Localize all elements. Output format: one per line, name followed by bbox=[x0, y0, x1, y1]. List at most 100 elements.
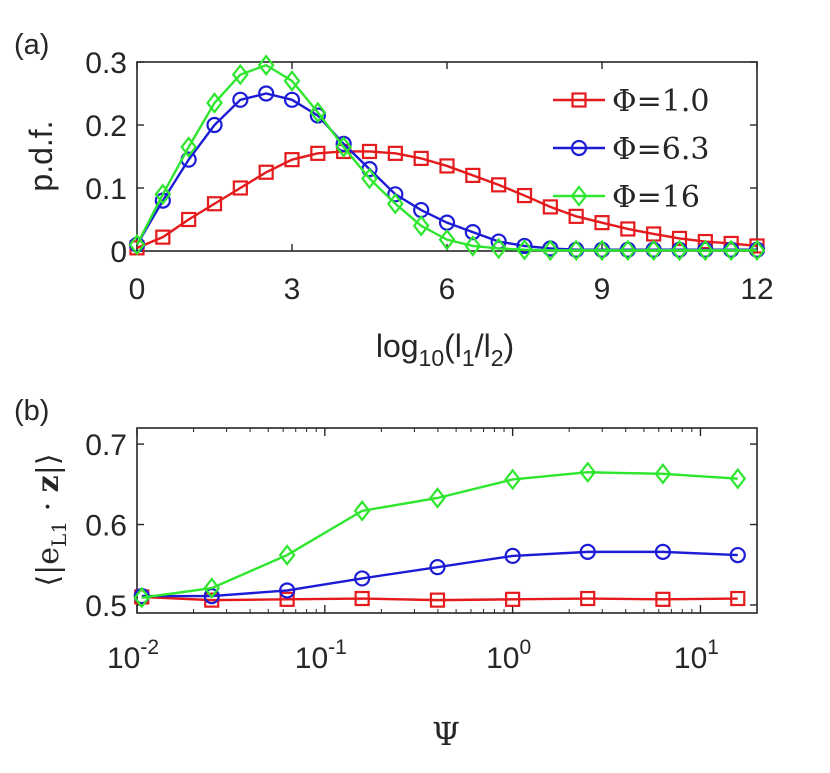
data-point bbox=[283, 91, 301, 108]
legend-label: Φ=6.3 bbox=[612, 132, 709, 167]
legend-entry-phi-16: Φ=16 bbox=[553, 180, 700, 215]
x-tick-label: 6 bbox=[439, 273, 456, 306]
panel-b-axes-box bbox=[136, 427, 758, 614]
data-point bbox=[206, 196, 223, 212]
data-point bbox=[438, 228, 456, 251]
data-point bbox=[278, 544, 296, 566]
data-point bbox=[541, 239, 559, 262]
data-point bbox=[464, 224, 481, 241]
data-point bbox=[594, 215, 610, 231]
data-point bbox=[361, 143, 378, 160]
data-point bbox=[654, 543, 672, 560]
y-tick-label: 0.7 bbox=[85, 429, 127, 462]
data-point bbox=[504, 547, 521, 564]
panel-a-series bbox=[128, 54, 766, 262]
data-point bbox=[206, 116, 223, 134]
data-point bbox=[232, 91, 249, 108]
x-tick-label: 3 bbox=[284, 273, 301, 306]
legend-marker bbox=[571, 92, 587, 108]
data-point bbox=[309, 101, 327, 124]
data-point bbox=[567, 239, 585, 262]
series-line bbox=[135, 63, 757, 252]
panel-b-y-ticks: 0.5 0.6 0.7 bbox=[85, 429, 757, 623]
panel-b-series bbox=[133, 461, 747, 609]
data-point bbox=[748, 239, 766, 262]
data-point bbox=[412, 215, 430, 237]
data-point bbox=[516, 238, 533, 261]
data-point bbox=[155, 229, 171, 245]
panel-b: (b) 10-2 10-1 100 101 0.5 0.6 0.7 ⟨|eL1 · z|⟩… bbox=[14, 395, 758, 753]
x-tick-label: 10-2 bbox=[107, 636, 159, 675]
data-point bbox=[593, 239, 611, 262]
data-point bbox=[133, 586, 151, 609]
series-line bbox=[141, 550, 738, 598]
data-point bbox=[386, 192, 404, 215]
y-tick-label: 0.1 bbox=[85, 173, 127, 206]
data-point bbox=[504, 468, 522, 491]
data-point bbox=[579, 461, 597, 484]
panel-a-label: (a) bbox=[14, 29, 49, 61]
data-point bbox=[620, 221, 636, 237]
data-point bbox=[361, 167, 378, 190]
legend-entry-phi-1-0: Φ=1.0 bbox=[553, 84, 709, 119]
data-point bbox=[232, 180, 248, 196]
data-point bbox=[542, 199, 558, 215]
data-point bbox=[180, 136, 198, 158]
data-point bbox=[429, 592, 446, 608]
panel-a: (a) 0 3 6 9 12 0 0.1 0.2 0.3 p.d.f. log10(l1/l2… bbox=[14, 29, 774, 371]
data-point bbox=[579, 543, 596, 560]
data-point bbox=[729, 467, 747, 490]
panel-b-x-ticks: 10-2 10-1 100 101 bbox=[107, 428, 758, 675]
series-line bbox=[141, 595, 738, 602]
x-tick-label: 101 bbox=[674, 636, 719, 675]
series-phi-16 bbox=[133, 461, 747, 609]
data-point bbox=[203, 577, 221, 599]
data-point bbox=[654, 463, 672, 485]
data-point bbox=[387, 186, 404, 203]
data-point bbox=[353, 500, 371, 522]
panel-b-x-axis-label: Ψ bbox=[432, 715, 460, 753]
data-point bbox=[283, 70, 301, 92]
y-tick-label: 0 bbox=[110, 236, 127, 269]
panel-b-label: (b) bbox=[14, 395, 49, 427]
series-line bbox=[141, 471, 738, 599]
data-point bbox=[729, 546, 746, 564]
data-point bbox=[645, 239, 663, 262]
data-point bbox=[181, 211, 197, 228]
data-point bbox=[429, 487, 446, 509]
series-line bbox=[136, 150, 758, 249]
data-point bbox=[696, 239, 714, 262]
data-point bbox=[335, 136, 353, 158]
y-tick-label: 0.5 bbox=[85, 590, 127, 623]
legend-entry-phi-6-3: Φ=6.3 bbox=[553, 132, 709, 167]
panel-a-y-axis-label: p.d.f. bbox=[23, 120, 59, 191]
data-point bbox=[258, 85, 275, 102]
data-point bbox=[671, 239, 688, 262]
x-tick-label: 12 bbox=[740, 273, 773, 306]
x-tick-label: 10-1 bbox=[295, 636, 347, 675]
x-tick-label: 9 bbox=[594, 273, 611, 306]
data-point bbox=[429, 559, 446, 576]
data-point bbox=[491, 177, 507, 193]
series-phi-16 bbox=[128, 54, 766, 262]
legend-label: Φ=1.0 bbox=[612, 84, 709, 119]
panel-a-x-axis-label: log10(l1/l2) bbox=[376, 328, 514, 371]
data-point bbox=[279, 591, 295, 607]
data-point bbox=[258, 164, 274, 180]
x-tick-label: 100 bbox=[486, 636, 531, 675]
data-point bbox=[154, 183, 172, 206]
data-point bbox=[722, 239, 740, 262]
data-point bbox=[354, 570, 371, 587]
data-point bbox=[231, 63, 249, 86]
y-tick-label: 0.3 bbox=[85, 47, 127, 80]
data-point bbox=[387, 145, 403, 161]
x-tick-label: 0 bbox=[129, 273, 146, 306]
data-point bbox=[464, 235, 482, 257]
data-point bbox=[284, 152, 300, 168]
data-point bbox=[354, 590, 370, 607]
data-point bbox=[490, 237, 508, 260]
data-point bbox=[580, 590, 596, 607]
data-point bbox=[697, 233, 713, 250]
panel-b-y-axis-label: ⟨|eL1 · z|⟩ bbox=[31, 453, 71, 586]
